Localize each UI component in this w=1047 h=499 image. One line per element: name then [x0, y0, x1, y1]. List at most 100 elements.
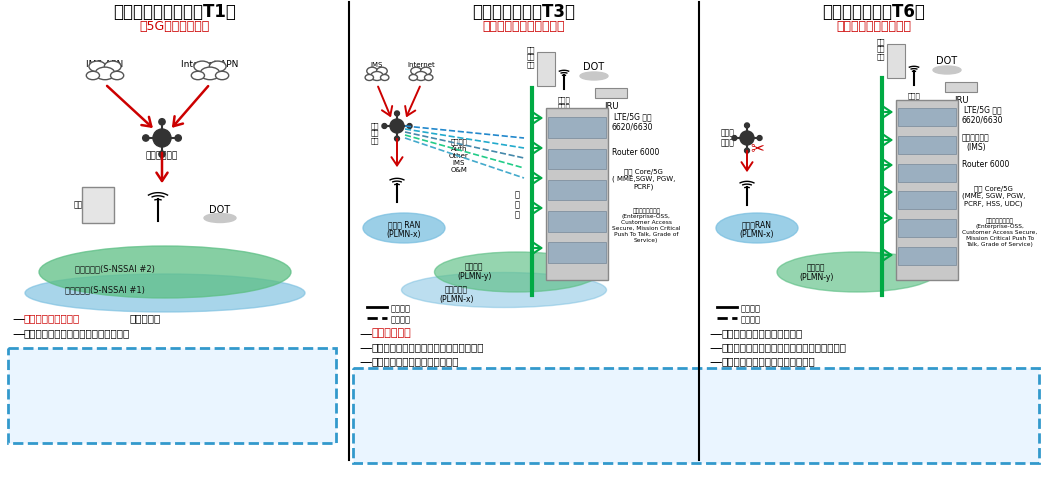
- Text: 企业通信中心
(IMS): 企业通信中心 (IMS): [962, 133, 989, 152]
- Ellipse shape: [421, 67, 431, 75]
- Text: LTE/5G 基带
6620/6630: LTE/5G 基带 6620/6630: [962, 105, 1003, 124]
- Text: —: —: [12, 328, 24, 341]
- FancyBboxPatch shape: [945, 82, 977, 92]
- Ellipse shape: [365, 74, 374, 80]
- Text: Internet
APN: Internet APN: [407, 62, 435, 75]
- Ellipse shape: [366, 67, 377, 75]
- Text: 公网逻辑切片模式（T1）: 公网逻辑切片模式（T1）: [113, 3, 237, 21]
- Text: 适用于对于数据安全要求本地管理的企业: 适用于对于数据安全要求本地管理的企业: [371, 342, 484, 352]
- FancyBboxPatch shape: [898, 219, 956, 237]
- Text: —: —: [709, 342, 721, 355]
- FancyBboxPatch shape: [898, 108, 956, 126]
- Text: 专网适用场景: 专网适用场景: [669, 372, 723, 387]
- Ellipse shape: [200, 67, 220, 80]
- Text: 本地边缘云可配置各类本地服务；: 本地边缘云可配置各类本地服务；: [721, 356, 815, 366]
- Text: DOT: DOT: [209, 205, 230, 215]
- Text: IRU: IRU: [604, 102, 618, 111]
- Text: 运营商RAN
(PLMN-x): 运营商RAN (PLMN-x): [740, 220, 774, 240]
- Ellipse shape: [363, 213, 445, 243]
- Circle shape: [757, 136, 762, 140]
- FancyBboxPatch shape: [548, 211, 606, 232]
- Text: 运营
商接
心网: 运营 商接 心网: [371, 122, 379, 144]
- Text: 所有网络本地独立部署: 所有网络本地独立部署: [837, 20, 912, 33]
- Text: DOT: DOT: [936, 56, 958, 66]
- Text: IMS
APN: IMS APN: [370, 62, 384, 75]
- FancyBboxPatch shape: [548, 180, 606, 200]
- Ellipse shape: [409, 74, 418, 80]
- Circle shape: [159, 119, 165, 125]
- Text: 企业 Core/5G
(MME, SGW, PGW,
PCRF, HSS, UDC): 企业 Core/5G (MME, SGW, PGW, PCRF, HSS, UD…: [962, 185, 1025, 207]
- Ellipse shape: [415, 71, 427, 80]
- Circle shape: [407, 124, 413, 128]
- Text: 物理连接: 物理连接: [741, 304, 761, 313]
- Text: 运营商 RAN
(PLMN-x): 运营商 RAN (PLMN-x): [386, 220, 421, 240]
- FancyBboxPatch shape: [898, 192, 956, 210]
- Text: 本地边缘云可配置各类本地服务: 本地边缘云可配置各类本地服务: [371, 356, 459, 366]
- Text: 基站射
频单元: 基站射 频单元: [558, 96, 571, 110]
- Ellipse shape: [111, 71, 124, 80]
- Text: —: —: [709, 356, 721, 369]
- Ellipse shape: [377, 67, 387, 75]
- Text: 共网，私网共用基站设施: 共网，私网共用基站设施: [483, 20, 565, 33]
- Text: 企业业务服务中心
(Enterprise-OSS,
Customer Access
Secure, Mission Critical
Push To Talk,: 企业业务服务中心 (Enterprise-OSS, Customer Acces…: [612, 208, 681, 243]
- Ellipse shape: [716, 213, 798, 243]
- Text: 逻辑连接: 逻辑连接: [391, 315, 411, 324]
- Circle shape: [159, 151, 165, 157]
- Text: 共享部署模式（T3）: 共享部署模式（T3）: [472, 3, 576, 21]
- Circle shape: [744, 148, 750, 153]
- Ellipse shape: [424, 74, 432, 80]
- Ellipse shape: [401, 272, 606, 307]
- Text: 专有网络
(PLMN-y): 专有网络 (PLMN-y): [456, 262, 491, 281]
- Text: 局域连接、数据安全敏感、数据总流量大，时延及抖动控制要求高: 局域连接、数据安全敏感、数据总流量大，时延及抖动控制要求高: [587, 390, 805, 403]
- Ellipse shape: [777, 252, 937, 292]
- Ellipse shape: [371, 71, 383, 80]
- Text: —: —: [12, 313, 24, 326]
- Text: —: —: [359, 342, 372, 355]
- Text: IRU: IRU: [954, 96, 968, 105]
- FancyBboxPatch shape: [898, 136, 956, 154]
- Circle shape: [732, 136, 737, 140]
- Text: 纯5G网络逻辑切片: 纯5G网络逻辑切片: [140, 20, 210, 33]
- FancyBboxPatch shape: [898, 247, 956, 265]
- Circle shape: [142, 135, 149, 141]
- Text: 适用于对于数据及管理安全最苛刻的大型企业: 适用于对于数据及管理安全最苛刻的大型企业: [721, 342, 846, 352]
- Circle shape: [389, 119, 404, 133]
- Ellipse shape: [25, 274, 305, 312]
- Text: 运营商切片(S-NSSAI #1): 运营商切片(S-NSSAI #1): [65, 285, 144, 294]
- Text: Router 6000: Router 6000: [612, 148, 660, 157]
- Text: —: —: [709, 328, 721, 341]
- Circle shape: [395, 111, 400, 116]
- Text: 独立部署模式（T6）: 独立部署模式（T6）: [823, 3, 926, 21]
- Text: —: —: [359, 356, 372, 369]
- Text: ✂: ✂: [750, 139, 764, 157]
- FancyBboxPatch shape: [898, 164, 956, 182]
- Text: —: —: [359, 328, 372, 341]
- Circle shape: [382, 124, 386, 128]
- Ellipse shape: [89, 61, 106, 72]
- FancyBboxPatch shape: [548, 243, 606, 263]
- Ellipse shape: [192, 71, 204, 80]
- Text: LTE/5G 基带
6620/6630: LTE/5G 基带 6620/6630: [612, 112, 653, 131]
- Text: 所有网元均在企业本地部署。: 所有网元均在企业本地部署。: [721, 328, 802, 338]
- Ellipse shape: [410, 67, 422, 75]
- Text: 企业网切片(S-NSSAI #2): 企业网切片(S-NSSAI #2): [75, 264, 155, 273]
- FancyBboxPatch shape: [537, 52, 555, 86]
- Ellipse shape: [204, 214, 236, 223]
- FancyBboxPatch shape: [353, 368, 1039, 463]
- Circle shape: [744, 123, 750, 128]
- FancyBboxPatch shape: [896, 100, 958, 280]
- Ellipse shape: [105, 61, 121, 72]
- Text: 企业业务服务中心
(Enterprise-OSS,
Customer Access Secure,
Mission Critical Push To
Talk,: 企业业务服务中心 (Enterprise-OSS, Customer Acces…: [962, 218, 1038, 247]
- Ellipse shape: [39, 246, 291, 298]
- Ellipse shape: [209, 61, 226, 72]
- Ellipse shape: [86, 71, 99, 80]
- Text: 根据具体企业需求，配置不同网络切片: 根据具体企业需求，配置不同网络切片: [24, 328, 130, 338]
- Text: 不需要企业本地部署: 不需要企业本地部署: [24, 313, 81, 323]
- Text: 硬件设备。: 硬件设备。: [130, 313, 161, 323]
- Text: 传
输
网: 传 输 网: [514, 190, 519, 220]
- FancyBboxPatch shape: [545, 108, 608, 280]
- Ellipse shape: [580, 72, 608, 80]
- Text: 专有网络
(PLMN-y): 专有网络 (PLMN-y): [799, 263, 833, 282]
- Text: 企业用户
Auth
Other
IMS
O&M: 企业用户 Auth Other IMS O&M: [449, 138, 469, 173]
- Text: Internet APN: Internet APN: [181, 60, 239, 69]
